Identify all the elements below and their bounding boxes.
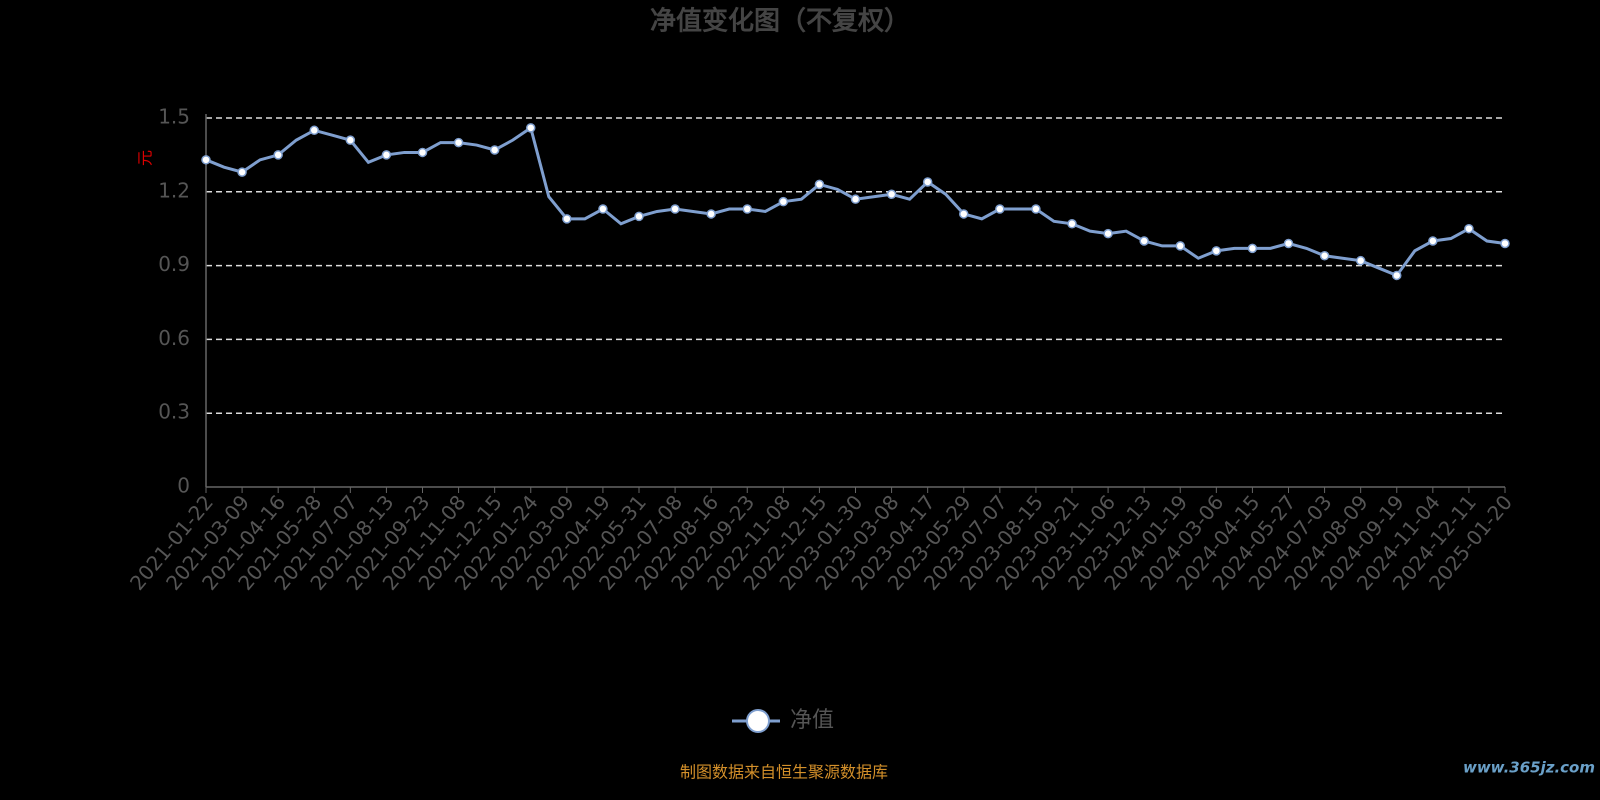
point-marker	[309, 125, 319, 136]
point-marker	[489, 145, 500, 155]
y-tick-label: 0	[177, 474, 190, 498]
point-marker	[886, 189, 897, 200]
point-marker	[1175, 241, 1185, 251]
point-marker	[742, 204, 752, 214]
point-marker	[850, 194, 861, 204]
point-marker	[1067, 219, 1077, 229]
y-tick-label: 0.9	[158, 252, 190, 276]
point-marker	[634, 211, 644, 222]
point-marker	[1355, 255, 1366, 266]
point-marker	[1247, 243, 1258, 254]
point-marker	[814, 179, 825, 190]
y-axis-label: 元	[136, 150, 155, 166]
point-marker	[706, 209, 716, 219]
point-marker	[1428, 236, 1438, 246]
watermark: www.365jz.com	[1463, 759, 1595, 777]
chart-title: 净值变化图（不复权）	[650, 6, 910, 37]
legend-marker	[746, 709, 770, 733]
y-tick-label: 1.2	[158, 178, 190, 202]
point-marker	[1031, 204, 1041, 214]
point-marker	[273, 150, 283, 160]
point-marker	[381, 150, 392, 160]
y-tick-label: 0.3	[158, 400, 190, 424]
point-marker	[670, 204, 680, 214]
point-marker	[995, 204, 1005, 214]
point-marker	[1139, 236, 1149, 246]
point-marker	[1464, 223, 1474, 234]
point-marker	[201, 155, 211, 165]
point-marker	[1392, 270, 1402, 281]
legend-label: 净值	[790, 708, 834, 733]
point-marker	[778, 196, 789, 207]
point-marker	[417, 147, 428, 158]
point-marker	[1103, 228, 1113, 239]
y-tick-label: 0.6	[158, 326, 190, 350]
y-tick-label: 1.5	[158, 105, 190, 129]
point-marker	[237, 167, 247, 177]
point-marker	[1500, 238, 1510, 249]
point-marker	[562, 214, 572, 224]
point-marker	[526, 123, 536, 133]
footer: 制图数据来自恒生聚源数据库	[680, 763, 888, 782]
point-marker	[345, 135, 356, 145]
point-marker	[1211, 246, 1222, 256]
point-marker	[922, 177, 933, 187]
point-marker	[453, 137, 464, 148]
point-marker	[1319, 251, 1330, 261]
point-marker	[598, 204, 608, 214]
point-marker	[959, 209, 969, 219]
point-marker	[1283, 238, 1294, 249]
